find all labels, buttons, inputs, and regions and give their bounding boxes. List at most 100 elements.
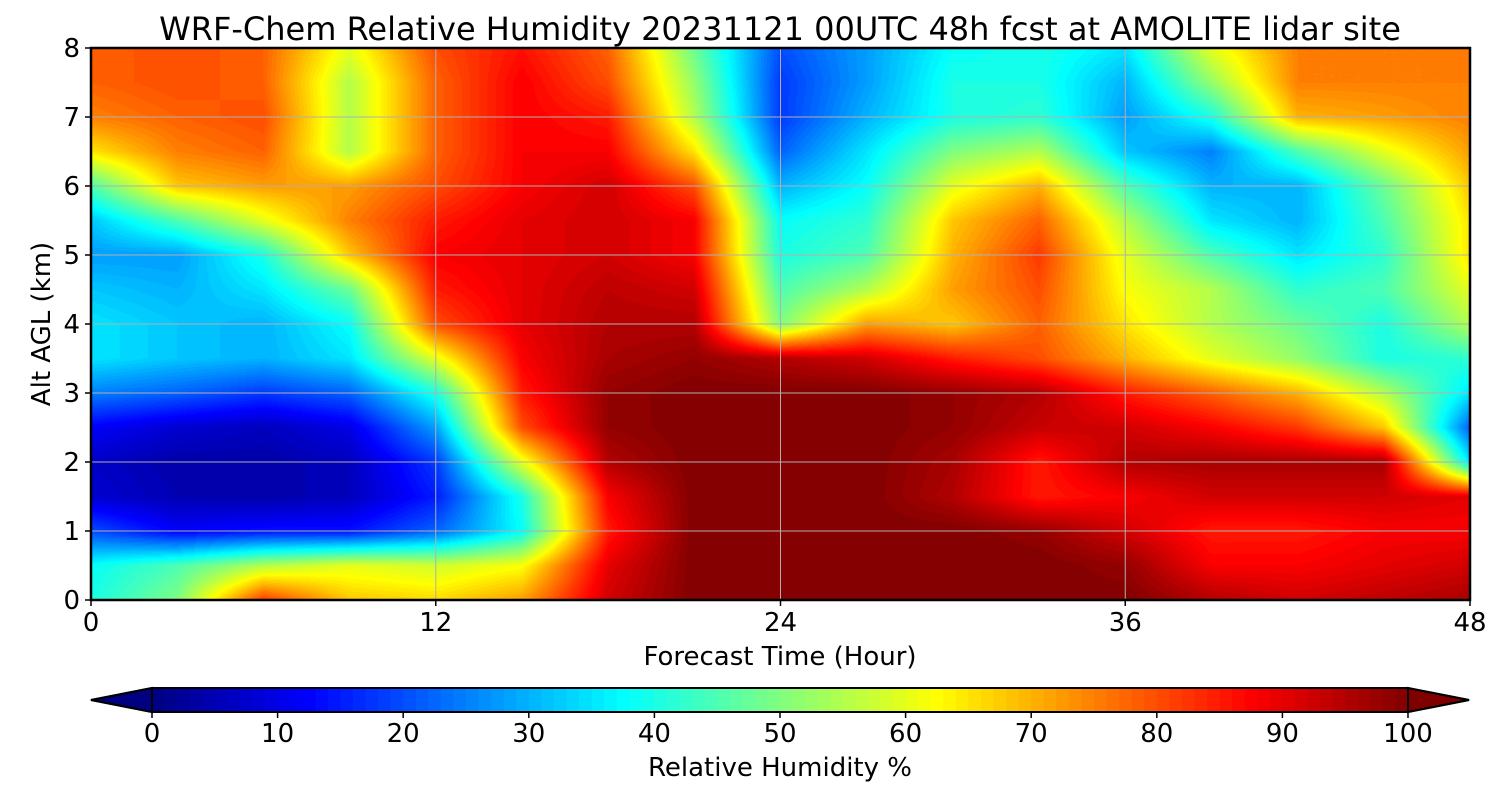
x-axis-label: Forecast Time (Hour) (643, 642, 916, 672)
colorbar-band (867, 688, 882, 712)
colorbar-band (428, 688, 442, 712)
colorbar-band (1169, 688, 1183, 712)
colorbar-band (265, 688, 279, 712)
colorbar-band (1244, 688, 1258, 712)
colorbar-band (717, 688, 731, 712)
colorbar-tick-label: 100 (1383, 719, 1433, 749)
y-tick-label: 6 (63, 172, 80, 202)
colorbar-band (503, 688, 517, 712)
colorbar-band (1345, 688, 1359, 712)
colorbar-band (189, 688, 203, 712)
colorbar-band (980, 688, 995, 712)
colorbar-band (616, 688, 630, 712)
colorbar-tick-label: 10 (261, 719, 294, 749)
colorbar-band (704, 688, 718, 712)
colorbar-band (1181, 688, 1196, 712)
colorbar-band (466, 688, 480, 712)
colorbar-band (1257, 688, 1271, 712)
colorbar-band (1357, 688, 1371, 712)
colorbar-band (516, 688, 530, 712)
colorbar-band (528, 688, 542, 712)
y-tick-label: 4 (63, 310, 80, 340)
y-tick-label: 8 (63, 34, 80, 64)
colorbar-band (855, 688, 869, 712)
colorbar-tick-label: 20 (387, 719, 420, 749)
colorbar-band (340, 688, 354, 712)
colorbar-band (378, 688, 392, 712)
colorbar-band (1031, 688, 1045, 712)
colorbar-band (277, 688, 291, 712)
colorbar-band (302, 688, 316, 712)
colorbar-band (1194, 688, 1208, 712)
colorbar-band (252, 688, 266, 712)
colorbar-band (1081, 688, 1095, 712)
colorbar-band (1320, 688, 1334, 712)
colorbar-band (478, 688, 492, 712)
y-tick-label: 7 (63, 103, 80, 133)
colorbar-band (729, 688, 743, 712)
colorbar-band (1094, 688, 1108, 712)
colorbar-band (227, 688, 241, 712)
colorbar-band (403, 688, 417, 712)
colorbar-band (767, 688, 781, 712)
colorbar-band (1219, 688, 1233, 712)
colorbar-band (591, 688, 605, 712)
colorbar-band (553, 688, 568, 712)
colorbar-tick-label: 60 (889, 719, 922, 749)
colorbar-band (893, 688, 907, 712)
colorbar-band (641, 688, 655, 712)
y-tick-label: 5 (63, 241, 80, 271)
colorbar-band (666, 688, 681, 712)
colorbar-band (1294, 688, 1309, 712)
colorbar-band (742, 688, 756, 712)
colorbar-band (993, 688, 1007, 712)
colorbar-band (1119, 688, 1133, 712)
colorbar-tick-label: 50 (763, 719, 796, 749)
colorbar-band (943, 688, 957, 712)
colorbar-band (1370, 688, 1384, 712)
colorbar-band (1144, 688, 1158, 712)
colorbar-band (754, 688, 769, 712)
colorbar-bands (152, 688, 1409, 712)
colorbar-tick-label: 90 (1266, 719, 1299, 749)
y-axis-ticks: 0 1 2 3 4 5 6 7 8 (63, 34, 91, 616)
colorbar-band (692, 688, 706, 712)
colorbar-band (1106, 688, 1120, 712)
colorbar-band (415, 688, 429, 712)
colorbar-extend-low (90, 686, 153, 714)
colorbar-band (1269, 688, 1283, 712)
colorbar-band (365, 688, 379, 712)
x-tick-label: 48 (1453, 608, 1486, 638)
colorbar-band (955, 688, 969, 712)
y-tick-label: 0 (63, 586, 80, 616)
colorbar-extend-high (1407, 686, 1470, 714)
colorbar-band (842, 688, 856, 712)
colorbar-band (1006, 688, 1020, 712)
colorbar: 0 10 20 30 40 50 60 70 80 90 100 Relative Humidity… (90, 686, 1470, 783)
colorbar-band (315, 688, 329, 712)
colorbar-band (880, 688, 894, 712)
colorbar-band (1207, 688, 1221, 712)
colorbar-band (805, 688, 819, 712)
colorbar-tick-label: 0 (144, 719, 161, 749)
colorbar-tick-label: 70 (1015, 719, 1048, 749)
colorbar-ticks: 0 10 20 30 40 50 60 70 80 90 100 (144, 712, 1433, 749)
colorbar-band (1156, 688, 1170, 712)
x-tick-label: 24 (764, 608, 797, 638)
colorbar-band (679, 688, 693, 712)
colorbar-band (918, 688, 932, 712)
colorbar-band (579, 688, 593, 712)
colorbar-label: Relative Humidity % (648, 753, 912, 783)
colorbar-band (239, 688, 254, 712)
colorbar-band (1332, 688, 1346, 712)
colorbar-band (440, 688, 455, 712)
colorbar-band (1307, 688, 1321, 712)
colorbar-band (214, 688, 228, 712)
colorbar-band (1131, 688, 1145, 712)
colorbar-band (1043, 688, 1057, 712)
chart-title: WRF-Chem Relative Humidity 20231121 00UT… (159, 10, 1401, 48)
colorbar-band (1068, 688, 1083, 712)
colorbar-band (930, 688, 944, 712)
colorbar-band (177, 688, 191, 712)
